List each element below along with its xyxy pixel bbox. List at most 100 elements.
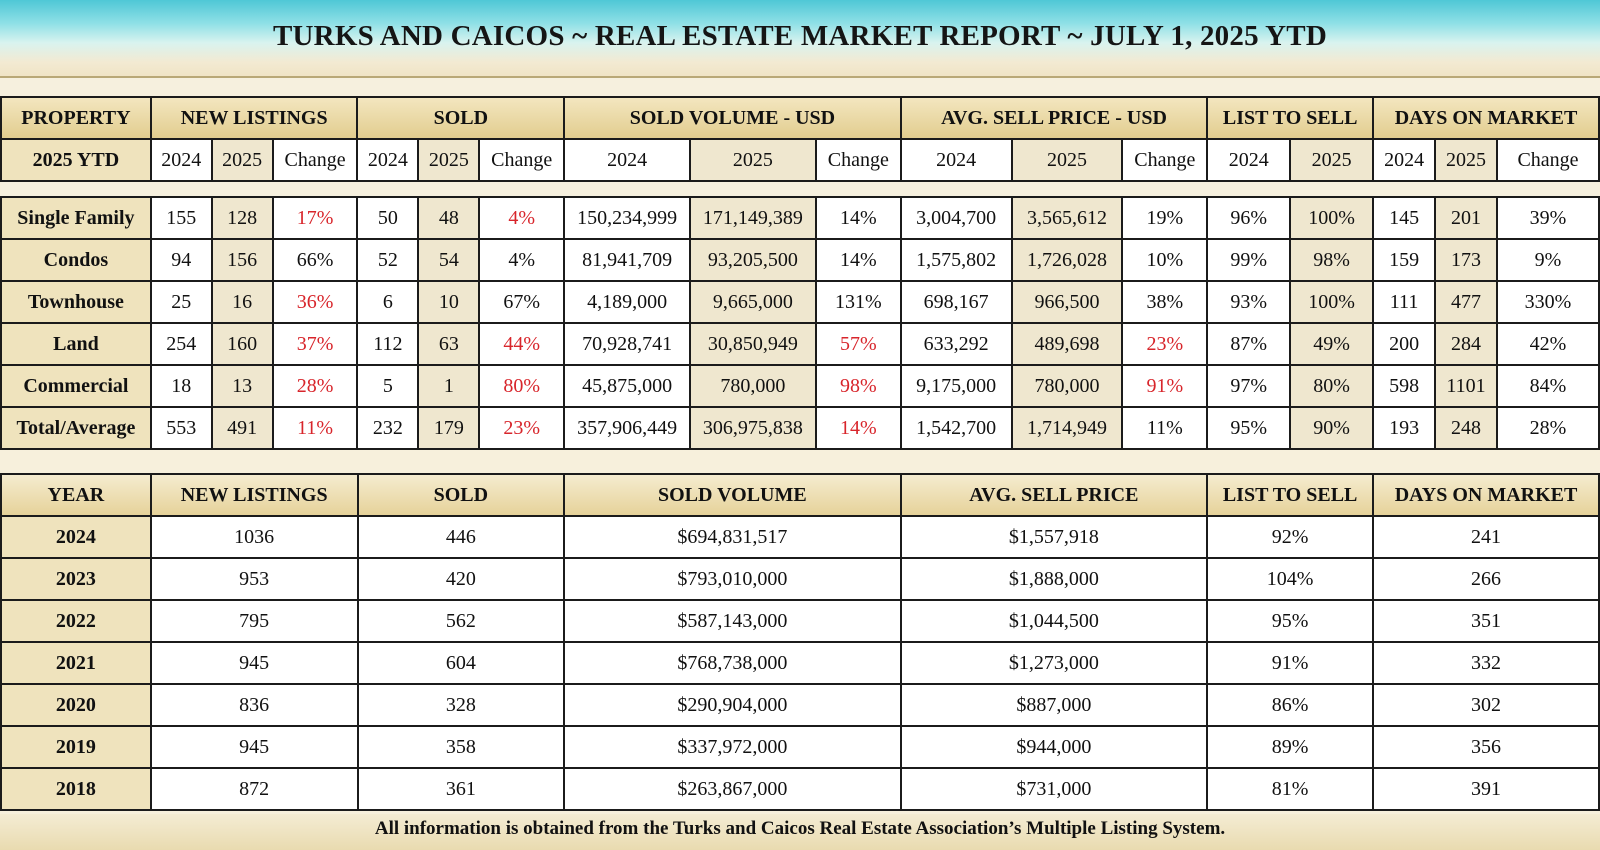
table-cell: 10%	[1121, 238, 1209, 282]
subheader-period: 2025 YTD	[0, 138, 152, 182]
table-cell: 10	[417, 280, 481, 324]
footer-note: All information is obtained from the Tur…	[374, 818, 1226, 839]
table-cell: 150,234,999	[563, 196, 691, 240]
row-label: Land	[0, 322, 152, 366]
table-cell: 332	[1372, 641, 1600, 685]
table-cell: 28%	[271, 364, 359, 408]
table-cell: 351	[1372, 599, 1600, 643]
table-cell: 562	[356, 599, 566, 643]
table-cell: $263,867,000	[563, 767, 902, 811]
year-label: 2020	[0, 683, 152, 727]
table-cell: 89%	[1206, 725, 1375, 769]
year-label: 2018	[0, 767, 152, 811]
table-cell: $1,557,918	[899, 515, 1209, 559]
yearly-header-cell: NEW LISTINGS	[149, 473, 359, 517]
table-cell: 84%	[1495, 364, 1600, 408]
subheader-cell: 2024	[356, 138, 420, 182]
subheader-cell: 2024	[1206, 138, 1292, 182]
table-cell: 633,292	[899, 322, 1013, 366]
table-cell: 95%	[1206, 406, 1292, 450]
table-cell: 87%	[1206, 322, 1292, 366]
table-row: 2020 836 328 $290,904,000 $887,000 86% 302	[0, 683, 1600, 727]
table-cell: 420	[356, 557, 566, 601]
table-cell: 14%	[814, 238, 902, 282]
subheader-cell: 2024	[1372, 138, 1437, 182]
table-cell: 200	[1372, 322, 1437, 366]
year-label: 2019	[0, 725, 152, 769]
year-label: 2022	[0, 599, 152, 643]
table-cell: 330%	[1495, 280, 1600, 324]
table-cell: 23%	[478, 406, 566, 450]
table-cell: 872	[149, 767, 359, 811]
beach-banner	[0, 0, 1600, 78]
table-cell: 477	[1434, 280, 1498, 324]
table-row: 2018 872 361 $263,867,000 $731,000 81% 391	[0, 767, 1600, 811]
yearly-header-cell: LIST TO SELL	[1206, 473, 1375, 517]
header-list-to-sell: LIST TO SELL	[1206, 96, 1375, 140]
table-cell: 57%	[814, 322, 902, 366]
table-cell: 98%	[814, 364, 902, 408]
yearly-table-header: YEAR NEW LISTINGS SOLD SOLD VOLUME AVG. SELL…	[0, 473, 1600, 517]
table-cell: 39%	[1495, 196, 1600, 240]
subheader-cell: 2025	[1434, 138, 1498, 182]
header-sold-volume: SOLD VOLUME - USD	[563, 96, 902, 140]
table-cell: 232	[356, 406, 420, 450]
table-cell: $1,273,000	[899, 641, 1209, 685]
property-table-subheader: 2025 YTD 2024 2025 Change 2024 2025 Change 2024…	[0, 138, 1600, 182]
table-cell: 193	[1372, 406, 1437, 450]
yearly-table: YEAR NEW LISTINGS SOLD SOLD VOLUME AVG. SELL…	[0, 473, 1600, 811]
table-cell: 54	[417, 238, 481, 282]
table-cell: 489,698	[1010, 322, 1124, 366]
table-cell: 18	[149, 364, 213, 408]
table-cell: 5	[356, 364, 420, 408]
table-cell: $731,000	[899, 767, 1209, 811]
table-cell: 6	[356, 280, 420, 324]
table-cell: 94	[149, 238, 213, 282]
table-cell: 63	[417, 322, 481, 366]
table-cell: 50	[356, 196, 420, 240]
table-cell: 131%	[814, 280, 902, 324]
table-row: Single Family 155 128 17% 50 48 4% 150,234,999 1…	[0, 196, 1600, 240]
table-cell: 391	[1372, 767, 1600, 811]
subheader-cell: 2025	[689, 138, 817, 182]
subheader-cell: Change	[814, 138, 902, 182]
table-cell: 91%	[1206, 641, 1375, 685]
table-cell: 155	[149, 196, 213, 240]
table-cell: 953	[149, 557, 359, 601]
table-row: Condos 94 156 66% 52 54 4% 81,941,709 93,205,500…	[0, 238, 1600, 282]
subheader-cell: 2024	[563, 138, 691, 182]
table-cell: 361	[356, 767, 566, 811]
table-cell: 780,000	[1010, 364, 1124, 408]
table-cell: 93%	[1206, 280, 1292, 324]
table-cell: 128	[210, 196, 274, 240]
table-cell: 98%	[1289, 238, 1375, 282]
table-cell: 11%	[1121, 406, 1209, 450]
property-table: PROPERTY NEW LISTINGS SOLD SOLD VOLUME -…	[0, 96, 1600, 450]
subheader-cell: 2024	[149, 138, 213, 182]
table-cell: 25	[149, 280, 213, 324]
table-cell: 28%	[1495, 406, 1600, 450]
yearly-header-cell: AVG. SELL PRICE	[899, 473, 1209, 517]
yearly-header-cell: DAYS ON MARKET	[1372, 473, 1600, 517]
table-cell: 4%	[478, 238, 566, 282]
table-cell: 44%	[478, 322, 566, 366]
table-cell: 358	[356, 725, 566, 769]
table-cell: 1101	[1434, 364, 1498, 408]
table-cell: 836	[149, 683, 359, 727]
table-cell: 284	[1434, 322, 1498, 366]
table-cell: 66%	[271, 238, 359, 282]
table-cell: 11%	[271, 406, 359, 450]
table-spacer	[1, 180, 1599, 198]
subheader-cell: 2025	[1010, 138, 1124, 182]
table-cell: 306,975,838	[689, 406, 817, 450]
table-cell: 201	[1434, 196, 1498, 240]
table-cell: 9,175,000	[899, 364, 1013, 408]
table-cell: 160	[210, 322, 274, 366]
table-cell: 14%	[814, 196, 902, 240]
table-row: 2021 945 604 $768,738,000 $1,273,000 91% 332	[0, 641, 1600, 685]
table-cell: 4,189,000	[563, 280, 691, 324]
year-label: 2021	[0, 641, 152, 685]
table-cell: 99%	[1206, 238, 1292, 282]
table-cell: 4%	[478, 196, 566, 240]
table-cell: 159	[1372, 238, 1437, 282]
